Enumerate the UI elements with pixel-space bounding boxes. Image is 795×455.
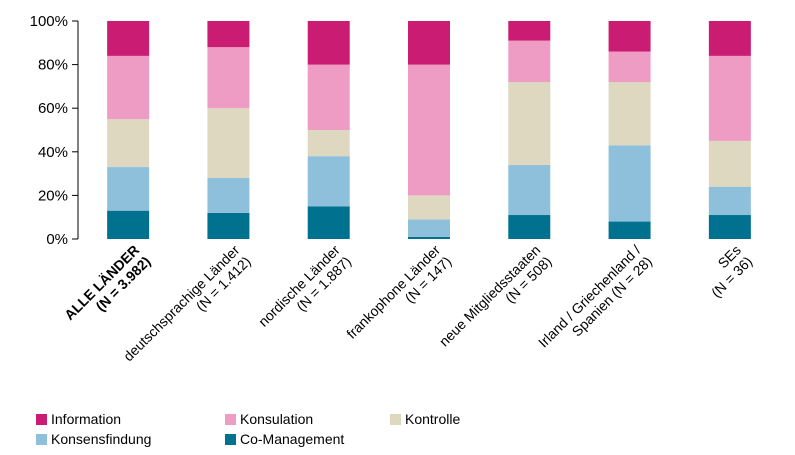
bar-segment-kontrolle: [708, 140, 751, 187]
category-label: nordische Länder(N = 1.887): [255, 242, 354, 330]
legend-label: Konsulation: [240, 411, 314, 427]
bar-segment-information: [408, 21, 450, 65]
legend-swatch: [36, 433, 47, 445]
bar-segment-co-management: [608, 221, 651, 239]
bar-segment-kontrolle: [107, 119, 150, 168]
stacked-bar-chart: 0% 20% 40% 60% 80% 100% ALLE LÄNDER(N = 3.982…: [30, 13, 756, 365]
bar-segment-co-management: [408, 236, 450, 239]
bar-segment-information: [608, 21, 651, 52]
category-label: neue Mitgliedsstaaten(N = 508): [436, 242, 555, 350]
bar-segment-kontrolle: [608, 82, 651, 146]
bar-segment-kontrolle: [307, 130, 350, 157]
y-tick-label: 60%: [38, 100, 68, 117]
legend: Information Konsulation Kontrolle Konsensfi…: [36, 411, 556, 455]
bar-segment-konsulation: [107, 55, 150, 120]
bar-segment-konsensfindung: [708, 186, 751, 216]
bar-segment-co-management: [107, 210, 150, 239]
legend-item-konsensfindung: Konsensfindung: [36, 431, 151, 447]
bar-segment-konsensfindung: [207, 177, 250, 213]
bar-segment-co-management: [307, 206, 350, 239]
category-label-line1: Irland / Griechenland /: [535, 242, 644, 351]
bar-segment-konsulation: [207, 47, 250, 109]
legend-swatch: [225, 433, 236, 445]
category-label-line1: neue Mitgliedsstaaten: [436, 242, 544, 350]
category-label: ALLE LÄNDER(N = 3.982): [61, 242, 153, 323]
bars: [107, 21, 751, 239]
legend-label: Konsensfindung: [51, 431, 152, 447]
legend-swatch: [36, 413, 47, 425]
bar-segment-kontrolle: [508, 82, 551, 165]
bar-segment-co-management: [207, 212, 250, 239]
bar-segment-konsensfindung: [608, 145, 651, 222]
bar-segment-kontrolle: [207, 108, 250, 178]
bar-segment-konsensfindung: [508, 164, 551, 216]
y-tick-label: 100%: [30, 13, 68, 30]
legend-swatch: [225, 413, 236, 425]
bar-segment-co-management: [508, 215, 551, 239]
bar-segment-konsensfindung: [107, 167, 150, 211]
y-tick-label: 40%: [38, 144, 68, 161]
bar-segment-information: [307, 21, 350, 65]
y-tick-label: 0%: [46, 231, 68, 248]
bar-segment-information: [508, 21, 551, 41]
bar-segment-konsulation: [608, 51, 651, 83]
legend-swatch: [390, 413, 401, 425]
legend-label: Co-Management: [240, 431, 345, 447]
y-axis: 0% 20% 40% 60% 80% 100%: [30, 13, 79, 248]
bar-segment-kontrolle: [408, 195, 450, 220]
bar-segment-konsensfindung: [408, 219, 450, 237]
bar-segment-konsulation: [307, 64, 350, 130]
legend-item-kontrolle: Kontrolle: [390, 411, 460, 427]
category-label-line1: frankophone Länder: [343, 242, 443, 342]
legend-item-konsulation: Konsulation: [225, 411, 313, 427]
legend-label: Information: [51, 411, 122, 427]
bar-segment-konsulation: [508, 40, 551, 83]
bar-segment-co-management: [708, 215, 751, 239]
bar-segment-information: [708, 21, 751, 56]
bar-segment-information: [207, 21, 250, 48]
bar-segment-konsulation: [708, 55, 751, 141]
y-tick-label: 20%: [38, 187, 68, 204]
category-label: SEs(N = 36): [708, 242, 755, 301]
bar-segment-konsensfindung: [307, 156, 350, 207]
legend-item-co-management: Co-Management: [225, 431, 344, 447]
bar-segment-konsulation: [408, 64, 450, 196]
x-axis-labels: ALLE LÄNDER(N = 3.982)deutschsprachige L…: [61, 242, 755, 365]
category-label: Irland / Griechenland /Spanien (N = 28): [535, 242, 655, 351]
legend-item-information: Information: [36, 411, 121, 427]
bar-segment-information: [107, 21, 150, 56]
legend-label: Kontrolle: [405, 411, 461, 427]
y-tick-label: 80%: [38, 57, 68, 74]
